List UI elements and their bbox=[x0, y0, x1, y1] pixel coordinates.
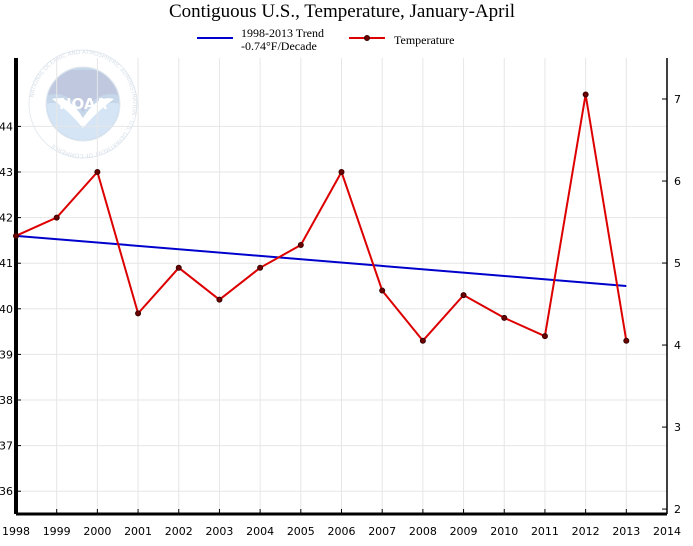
x-tick-label: 2012 bbox=[572, 525, 600, 538]
x-tick-label: 2014 bbox=[653, 525, 681, 538]
y-right-tick-label: 3 bbox=[674, 421, 681, 434]
y-left-tick-label: 43 bbox=[0, 166, 13, 179]
y-right-tick-label: 4 bbox=[674, 339, 681, 352]
temperature-point bbox=[623, 337, 630, 344]
logo-wordmark: NOAA bbox=[59, 95, 108, 113]
temperature-point bbox=[135, 310, 142, 317]
temperature-point bbox=[297, 241, 304, 248]
x-tick-label: 2004 bbox=[246, 525, 274, 538]
trend-line bbox=[15, 234, 627, 287]
x-tick-label: 2003 bbox=[205, 525, 233, 538]
y-left-tick-label: 38 bbox=[0, 394, 13, 407]
temperature-line bbox=[15, 94, 628, 343]
x-tick-label: 2009 bbox=[450, 525, 478, 538]
y-left-tick-label: 39 bbox=[0, 348, 13, 361]
x-tick-label: 2013 bbox=[612, 525, 640, 538]
legend-temperature-marker bbox=[363, 35, 370, 42]
x-tick-label: 2002 bbox=[165, 525, 193, 538]
temperature-point bbox=[582, 91, 589, 98]
temperature-point bbox=[501, 314, 508, 321]
temperature-point bbox=[12, 232, 19, 239]
x-tick-label: 2007 bbox=[368, 525, 396, 538]
temperature-point bbox=[257, 264, 264, 271]
noaa-logo: NOAA NATIONAL OCEANIC AND ATMOSPHERIC AD… bbox=[28, 49, 138, 159]
y-left-tick-label: 42 bbox=[0, 212, 13, 225]
legend: 1998-2013 Trend -0.74°F/Decade Temperatu… bbox=[197, 26, 454, 53]
legend-trend-label-line2: -0.74°F/Decade bbox=[241, 39, 317, 53]
y-left-tick-label: 37 bbox=[0, 440, 13, 453]
x-tick-label: 2005 bbox=[287, 525, 315, 538]
x-tick-label: 2000 bbox=[83, 525, 111, 538]
x-tick-label: 2006 bbox=[328, 525, 356, 538]
y-right-tick-label: 7 bbox=[674, 93, 681, 106]
legend-trend-label-line1: 1998-2013 Trend bbox=[241, 26, 324, 40]
chart-title: Contiguous U.S., Temperature, January-Ap… bbox=[169, 1, 515, 22]
x-tick-label: 2010 bbox=[490, 525, 518, 538]
temperature-point bbox=[53, 214, 60, 221]
temperature-point bbox=[419, 337, 426, 344]
x-tick-label: 1998 bbox=[2, 525, 30, 538]
temperature-point bbox=[175, 264, 182, 271]
temperature-point bbox=[379, 287, 386, 294]
legend-temperature-label: Temperature bbox=[394, 33, 454, 47]
y-left-tick-label: 44 bbox=[0, 120, 13, 133]
temperature-point bbox=[460, 292, 467, 299]
y-left-tick-label: 41 bbox=[0, 257, 13, 270]
temperature-point bbox=[541, 333, 548, 340]
x-tick-label: 2011 bbox=[531, 525, 559, 538]
plot-area: 1998 1999 2000 2001 2002 2003 2004 2005 2006 2007… bbox=[0, 58, 681, 538]
temperature-point bbox=[94, 168, 101, 175]
y-right-tick-label: 5 bbox=[674, 257, 681, 270]
y-left-tick-label: 40 bbox=[0, 303, 13, 316]
x-tick-label: 2001 bbox=[124, 525, 152, 538]
y-right-tick-label: 2 bbox=[674, 503, 681, 516]
x-tick-label: 1999 bbox=[43, 525, 71, 538]
temperature-point bbox=[338, 168, 345, 175]
temperature-point bbox=[216, 296, 223, 303]
x-tick-label: 2008 bbox=[409, 525, 437, 538]
y-left-tick-label: 36 bbox=[0, 485, 13, 498]
y-right-tick-label: 6 bbox=[674, 175, 681, 188]
